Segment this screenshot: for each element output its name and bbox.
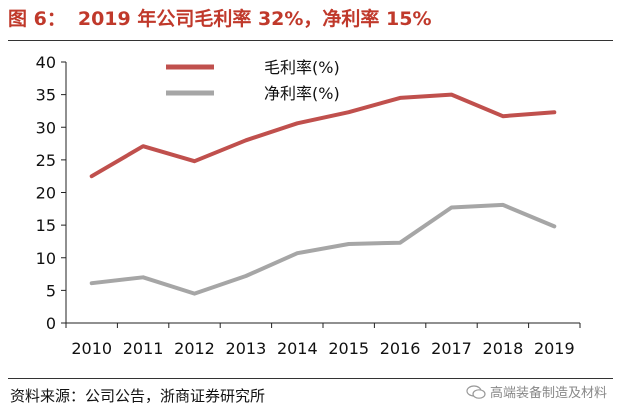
y-tick-label: 0 xyxy=(46,314,56,333)
y-tick-label: 25 xyxy=(36,151,56,170)
x-tick-label: 2010 xyxy=(71,339,112,358)
series-line-gross-margin xyxy=(89,92,557,179)
x-tick-label: 2019 xyxy=(534,339,575,358)
source-note: 资料来源：公司公告，浙商证券研究所 xyxy=(10,387,266,405)
legend-label: 毛利率(%) xyxy=(264,58,340,77)
axes xyxy=(61,61,581,328)
x-tick-label: 2016 xyxy=(380,339,421,358)
top-divider xyxy=(8,40,613,41)
y-tick-label: 10 xyxy=(36,249,56,268)
y-tick-label: 5 xyxy=(46,281,56,300)
legend-label: 净利率(%) xyxy=(264,84,340,103)
x-tick-label: 2014 xyxy=(277,339,318,358)
y-tick-label: 20 xyxy=(36,184,56,203)
x-tick-label: 2012 xyxy=(174,339,215,358)
legend: 毛利率(%) 净利率(%) xyxy=(166,58,340,103)
watermark: 高端装备制造及材料 xyxy=(466,382,607,401)
wechat-icon xyxy=(466,384,486,399)
x-tick-label: 2011 xyxy=(123,339,164,358)
series-lines xyxy=(89,92,557,296)
bottom-divider xyxy=(8,378,613,379)
y-tick-label: 35 xyxy=(36,86,56,105)
y-tick-labels: 0 5 10 15 20 25 30 35 40 xyxy=(36,53,56,333)
series-line-net-margin xyxy=(89,202,557,296)
chart-title: 图 6： 2019 年公司毛利率 32%，净利率 15% xyxy=(8,4,444,31)
y-tick-label: 30 xyxy=(36,118,56,137)
watermark-text: 高端装备制造及材料 xyxy=(489,386,607,401)
x-tick-label: 2015 xyxy=(328,339,369,358)
x-tick-label: 2017 xyxy=(431,339,472,358)
y-tick-label: 15 xyxy=(36,216,56,235)
x-tick-label: 2018 xyxy=(483,339,524,358)
x-tick-label: 2013 xyxy=(226,339,267,358)
y-tick-label: 40 xyxy=(36,53,56,72)
figure-label: 图 6： xyxy=(8,8,66,30)
x-tick-labels: 2010 2011 2012 2013 2014 2015 2016 2017 2018 2019 xyxy=(71,339,574,358)
figure-title: 2019 年公司毛利率 32%，净利率 15% xyxy=(77,8,432,30)
